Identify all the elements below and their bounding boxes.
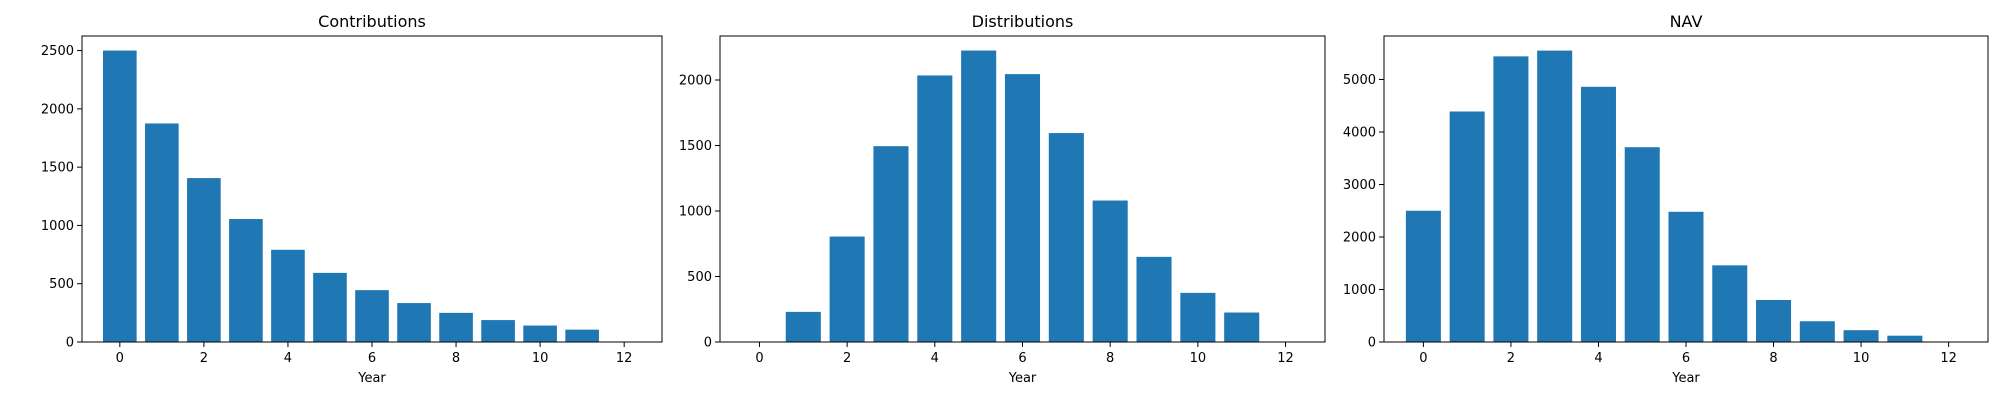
chart-title: NAV — [1670, 12, 1703, 31]
x-tick-label: 6 — [368, 351, 376, 366]
x-tick-label: 4 — [1594, 351, 1602, 366]
bar — [1004, 74, 1041, 343]
y-tick-label: 1000 — [1343, 283, 1376, 298]
x-tick-label: 12 — [1940, 351, 1957, 366]
x-tick-label: 0 — [755, 351, 763, 366]
x-axis-label: Year — [1008, 371, 1037, 386]
bar — [1493, 56, 1529, 343]
bar — [873, 146, 909, 342]
x-tick-label: 0 — [116, 351, 124, 366]
y-tick-label: 1000 — [679, 205, 712, 220]
bar — [1580, 86, 1616, 342]
bar — [1048, 133, 1084, 342]
chart-panel: 0 2 4 6 8 10 12 0 500 1000 1500 2000 2500 Contributio… — [41, 12, 663, 386]
y-tick-label: 4000 — [1343, 125, 1376, 140]
x-tick-label: 0 — [1419, 351, 1427, 366]
bar — [481, 320, 515, 342]
y-tick-label: 2000 — [1343, 230, 1376, 245]
bar — [1843, 330, 1879, 342]
x-axis-label: Year — [357, 371, 386, 386]
bar — [271, 249, 305, 342]
x-tick-label: 10 — [532, 351, 549, 366]
bar — [355, 290, 389, 342]
y-tick-label: 1500 — [41, 161, 74, 176]
bar — [917, 75, 953, 343]
bar — [1449, 111, 1485, 342]
bar — [1092, 200, 1128, 342]
charts-container: 0 2 4 6 8 10 1205001000150020002500Contributio… — [41, 12, 1989, 386]
x-tick-label: 8 — [452, 351, 460, 366]
y-tick-label: 3000 — [1343, 178, 1376, 193]
bar — [145, 123, 179, 343]
bar — [1136, 256, 1172, 342]
bar — [1224, 312, 1260, 342]
x-tick-label: 6 — [1018, 351, 1026, 366]
y-tick-label: 500 — [49, 277, 74, 292]
y-tick-label: 5000 — [1343, 73, 1376, 88]
bar — [229, 219, 263, 342]
bar — [1668, 211, 1704, 342]
x-tick-label: 8 — [1106, 351, 1114, 366]
x-tick-label: 12 — [1277, 351, 1294, 366]
x-axis-label: Year — [1671, 371, 1700, 386]
bar — [1756, 300, 1792, 342]
bar — [1624, 147, 1660, 342]
bar — [1180, 292, 1216, 342]
x-tick-label: 2 — [1507, 351, 1515, 366]
x-tick-label: 2 — [843, 351, 851, 366]
x-tick-label: 4 — [931, 351, 939, 366]
bar — [1712, 265, 1748, 342]
bar — [785, 311, 821, 342]
bar — [397, 303, 431, 342]
chart-title: Contributions — [318, 12, 426, 31]
bar — [187, 178, 221, 342]
chart-title: Distributions — [972, 12, 1074, 31]
bar — [961, 50, 997, 342]
x-tick-label: 4 — [284, 351, 292, 366]
bar — [313, 272, 347, 342]
y-tick-label: 2000 — [41, 102, 74, 117]
bar — [1887, 335, 1923, 342]
y-tick-label: 500 — [687, 270, 712, 285]
x-tick-label: 8 — [1769, 351, 1777, 366]
bar — [439, 312, 473, 342]
y-tick-label: 0 — [66, 336, 74, 351]
chart-panel: 0 2 4 6 8 10 12 0 500 1000 1500 2000 Distributions Ye… — [679, 12, 1326, 386]
bar — [565, 329, 599, 342]
y-tick-label: 0 — [1368, 336, 1376, 351]
y-tick-label: 1500 — [679, 139, 712, 154]
bar — [1405, 210, 1441, 342]
x-tick-label: 6 — [1682, 351, 1690, 366]
bar — [1799, 321, 1835, 342]
y-tick-label: 0 — [704, 336, 712, 351]
y-tick-label: 1000 — [41, 219, 74, 234]
x-tick-label: 10 — [1853, 351, 1870, 366]
bar — [103, 50, 137, 342]
bar — [829, 236, 865, 342]
x-tick-label: 12 — [616, 351, 633, 366]
chart-panel: 0 2 4 6 8 10 12 0 1000 2000 3000 4000 5000 NAV Year — [1343, 12, 1989, 386]
bar — [523, 325, 557, 342]
y-tick-label: 2500 — [41, 44, 74, 59]
x-tick-label: 10 — [1190, 351, 1207, 366]
y-tick-label: 2000 — [679, 74, 712, 89]
x-tick-label: 2 — [200, 351, 208, 366]
bar — [1537, 50, 1573, 342]
